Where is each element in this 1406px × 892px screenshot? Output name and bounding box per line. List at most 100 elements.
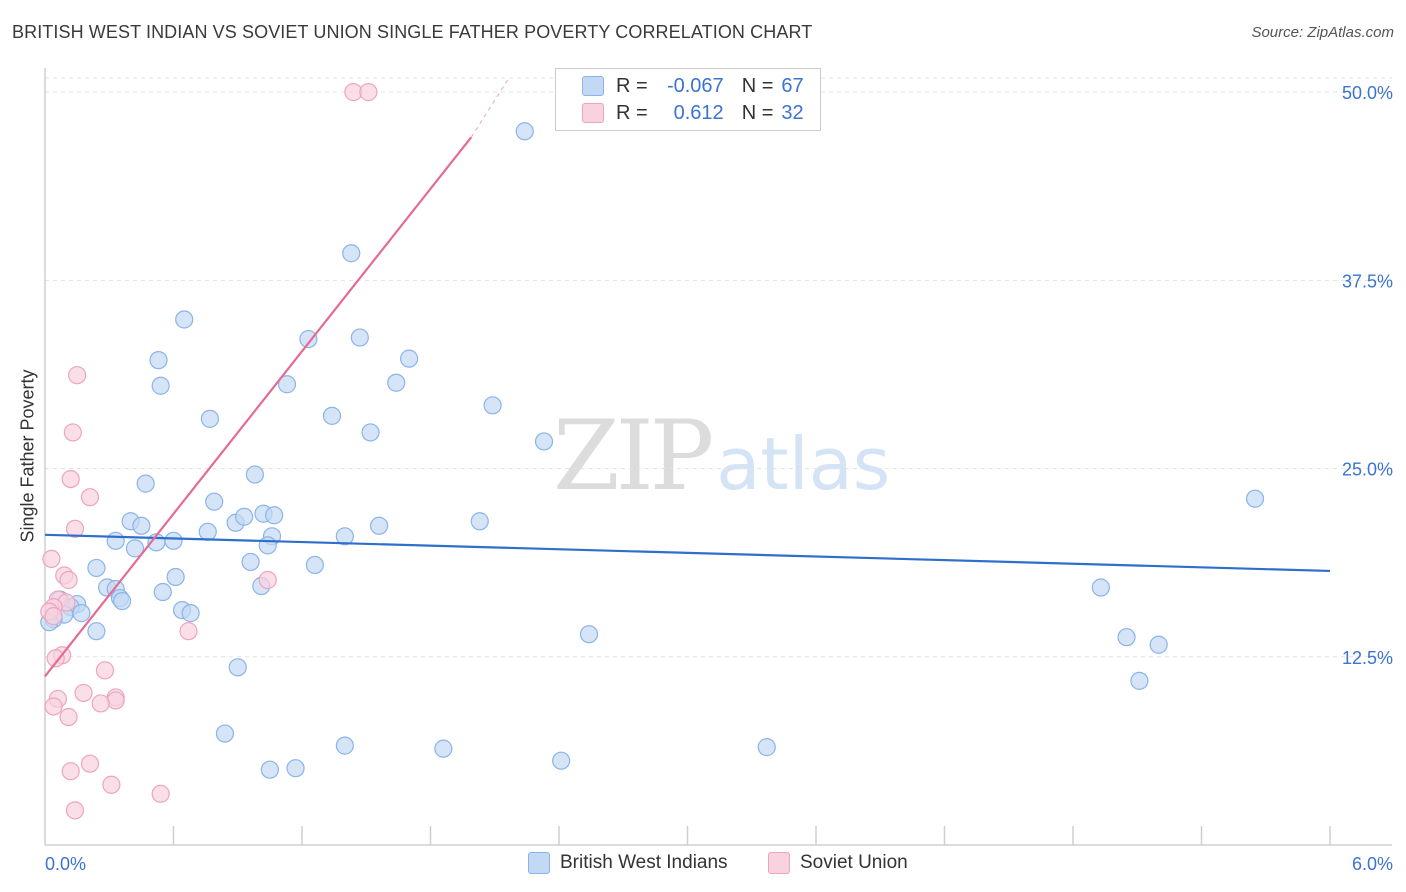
data-point-british-west-indians bbox=[350, 328, 369, 347]
data-point-soviet-union bbox=[80, 754, 100, 773]
data-point-british-west-indians bbox=[1149, 635, 1168, 654]
bottom-legend-british-west-indians: British West Indians bbox=[528, 852, 728, 874]
data-point-british-west-indians bbox=[483, 396, 502, 415]
bottom-legend-swatch-blue bbox=[528, 852, 550, 874]
data-point-british-west-indians bbox=[200, 409, 220, 428]
data-point-soviet-union bbox=[44, 607, 63, 626]
legend-n-label: N = bbox=[741, 74, 774, 97]
data-point-british-west-indians bbox=[1130, 671, 1149, 690]
data-point-soviet-union bbox=[65, 801, 85, 820]
data-point-british-west-indians bbox=[235, 507, 254, 526]
data-point-british-west-indians bbox=[1117, 628, 1136, 647]
data-point-soviet-union bbox=[61, 469, 80, 489]
watermark: ZIPatlas bbox=[553, 400, 890, 512]
trend-lines bbox=[44, 79, 1331, 678]
data-point-british-west-indians bbox=[164, 531, 183, 550]
data-point-soviet-union bbox=[359, 83, 378, 102]
x-tick-label: 0.0% bbox=[45, 854, 86, 874]
data-point-british-west-indians bbox=[258, 536, 277, 555]
data-point-british-west-indians bbox=[361, 423, 380, 442]
data-point-british-west-indians bbox=[277, 375, 297, 394]
data-point-british-west-indians bbox=[342, 244, 361, 263]
data-point-british-west-indians bbox=[151, 376, 170, 395]
data-point-british-west-indians bbox=[1245, 489, 1265, 508]
legend-r-label: R = bbox=[616, 101, 648, 124]
trend-line-soviet-union bbox=[44, 136, 473, 678]
y-tick-label: 12.5% bbox=[1342, 648, 1393, 668]
data-point-british-west-indians bbox=[335, 527, 354, 546]
legend-swatch-blue bbox=[582, 76, 604, 96]
data-point-soviet-union bbox=[68, 366, 87, 385]
bottom-legend-soviet-union: Soviet Union bbox=[768, 852, 908, 874]
data-point-british-west-indians bbox=[515, 122, 534, 141]
chart-title: BRITISH WEST INDIAN VS SOVIET UNION SING… bbox=[12, 22, 813, 42]
legend-r-value: -0.067 bbox=[666, 74, 724, 97]
data-point-british-west-indians bbox=[470, 512, 489, 531]
legend-swatch-pink bbox=[582, 103, 604, 123]
data-point-british-west-indians bbox=[370, 516, 389, 535]
data-point-soviet-union bbox=[151, 784, 170, 803]
correlation-legend: R = -0.067 N = 67 R = 0.612 N = 32 bbox=[555, 68, 821, 131]
data-point-british-west-indians bbox=[322, 406, 342, 425]
legend-row-soviet-union: R = 0.612 N = 32 bbox=[582, 101, 804, 125]
trend-line-british-west-indians bbox=[44, 533, 1331, 573]
bottom-legend-label: British West Indians bbox=[560, 852, 728, 873]
data-point-british-west-indians bbox=[228, 658, 247, 677]
data-point-british-west-indians bbox=[205, 492, 224, 511]
bottom-legend-swatch-pink bbox=[768, 852, 790, 874]
data-point-british-west-indians bbox=[1091, 578, 1110, 597]
watermark-atlas: atlas bbox=[716, 422, 891, 506]
data-point-british-west-indians bbox=[245, 465, 264, 484]
data-point-british-west-indians bbox=[260, 760, 279, 779]
x-tick-label: 6.0% bbox=[1352, 854, 1393, 874]
data-point-british-west-indians bbox=[132, 516, 151, 535]
y-tick-label: 37.5% bbox=[1342, 271, 1393, 291]
legend-r-value: 0.612 bbox=[673, 101, 724, 124]
data-point-soviet-union bbox=[46, 649, 65, 668]
data-point-soviet-union bbox=[59, 570, 78, 590]
data-point-british-west-indians bbox=[166, 567, 185, 587]
data-point-british-west-indians bbox=[335, 736, 354, 755]
legend-row-british-west-indians: R = -0.067 N = 67 bbox=[582, 74, 804, 98]
data-point-british-west-indians bbox=[106, 531, 125, 550]
data-point-british-west-indians bbox=[175, 310, 194, 329]
source-label: Source: ZipAtlas.com bbox=[1251, 24, 1394, 41]
data-point-british-west-indians bbox=[112, 591, 132, 611]
y-tick-label: 25.0% bbox=[1342, 460, 1393, 480]
data-point-soviet-union bbox=[44, 697, 63, 716]
data-point-british-west-indians bbox=[241, 552, 260, 572]
data-point-british-west-indians bbox=[434, 739, 453, 758]
data-point-british-west-indians bbox=[149, 351, 168, 370]
data-point-british-west-indians bbox=[757, 738, 776, 757]
data-point-british-west-indians bbox=[87, 558, 106, 578]
watermark-zip: ZIP bbox=[553, 400, 714, 512]
bottom-legend-label: Soviet Union bbox=[800, 852, 908, 873]
data-point-british-west-indians bbox=[552, 751, 571, 770]
data-point-soviet-union bbox=[106, 691, 125, 710]
data-point-british-west-indians bbox=[215, 724, 234, 743]
data-point-british-west-indians bbox=[153, 582, 172, 602]
data-point-british-west-indians bbox=[305, 555, 324, 575]
legend-n-value: 32 bbox=[781, 101, 804, 124]
data-point-british-west-indians bbox=[72, 604, 91, 623]
y-tick-label: 50.0% bbox=[1342, 83, 1393, 103]
data-point-soviet-union bbox=[59, 707, 78, 727]
data-point-british-west-indians bbox=[387, 373, 406, 392]
data-point-british-west-indians bbox=[299, 329, 318, 349]
data-point-soviet-union bbox=[102, 775, 121, 794]
tick-labels: 12.5% 25.0% 37.5% 50.0% 0.0% 6.0% bbox=[45, 83, 1393, 874]
series-soviet-union bbox=[40, 83, 378, 820]
data-point-british-west-indians bbox=[534, 432, 554, 451]
axes bbox=[44, 68, 1392, 846]
data-point-soviet-union bbox=[65, 519, 85, 538]
data-point-british-west-indians bbox=[579, 625, 599, 644]
data-point-soviet-union bbox=[63, 423, 82, 442]
data-point-british-west-indians bbox=[198, 522, 217, 541]
data-point-soviet-union bbox=[80, 488, 100, 507]
data-point-soviet-union bbox=[91, 694, 110, 713]
data-point-british-west-indians bbox=[181, 604, 200, 623]
data-point-british-west-indians bbox=[399, 349, 419, 368]
data-point-soviet-union bbox=[95, 661, 115, 680]
data-point-british-west-indians bbox=[125, 539, 145, 558]
